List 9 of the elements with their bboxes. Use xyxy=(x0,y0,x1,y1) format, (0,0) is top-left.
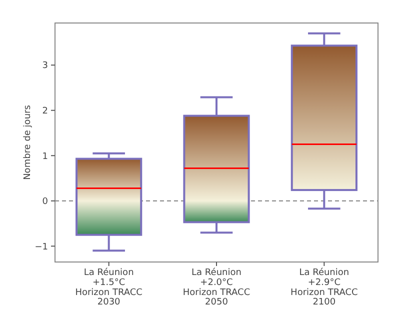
x-tick-label: La Réunion +2.9°C Horizon TRACC 2100 xyxy=(290,267,358,308)
x-tick-label: La Réunion +2.0°C Horizon TRACC 2050 xyxy=(182,267,250,308)
x-tick-label: La Réunion +1.5°C Horizon TRACC 2030 xyxy=(75,267,142,308)
y-axis-title: Nombre de jours xyxy=(23,104,33,180)
y-tick-label: 2 xyxy=(42,106,48,117)
y-tick-label: 0 xyxy=(42,197,48,208)
y-tick-label: −1 xyxy=(34,242,48,252)
y-tick-label: 3 xyxy=(42,61,48,72)
y-tick-label: 1 xyxy=(42,152,48,162)
